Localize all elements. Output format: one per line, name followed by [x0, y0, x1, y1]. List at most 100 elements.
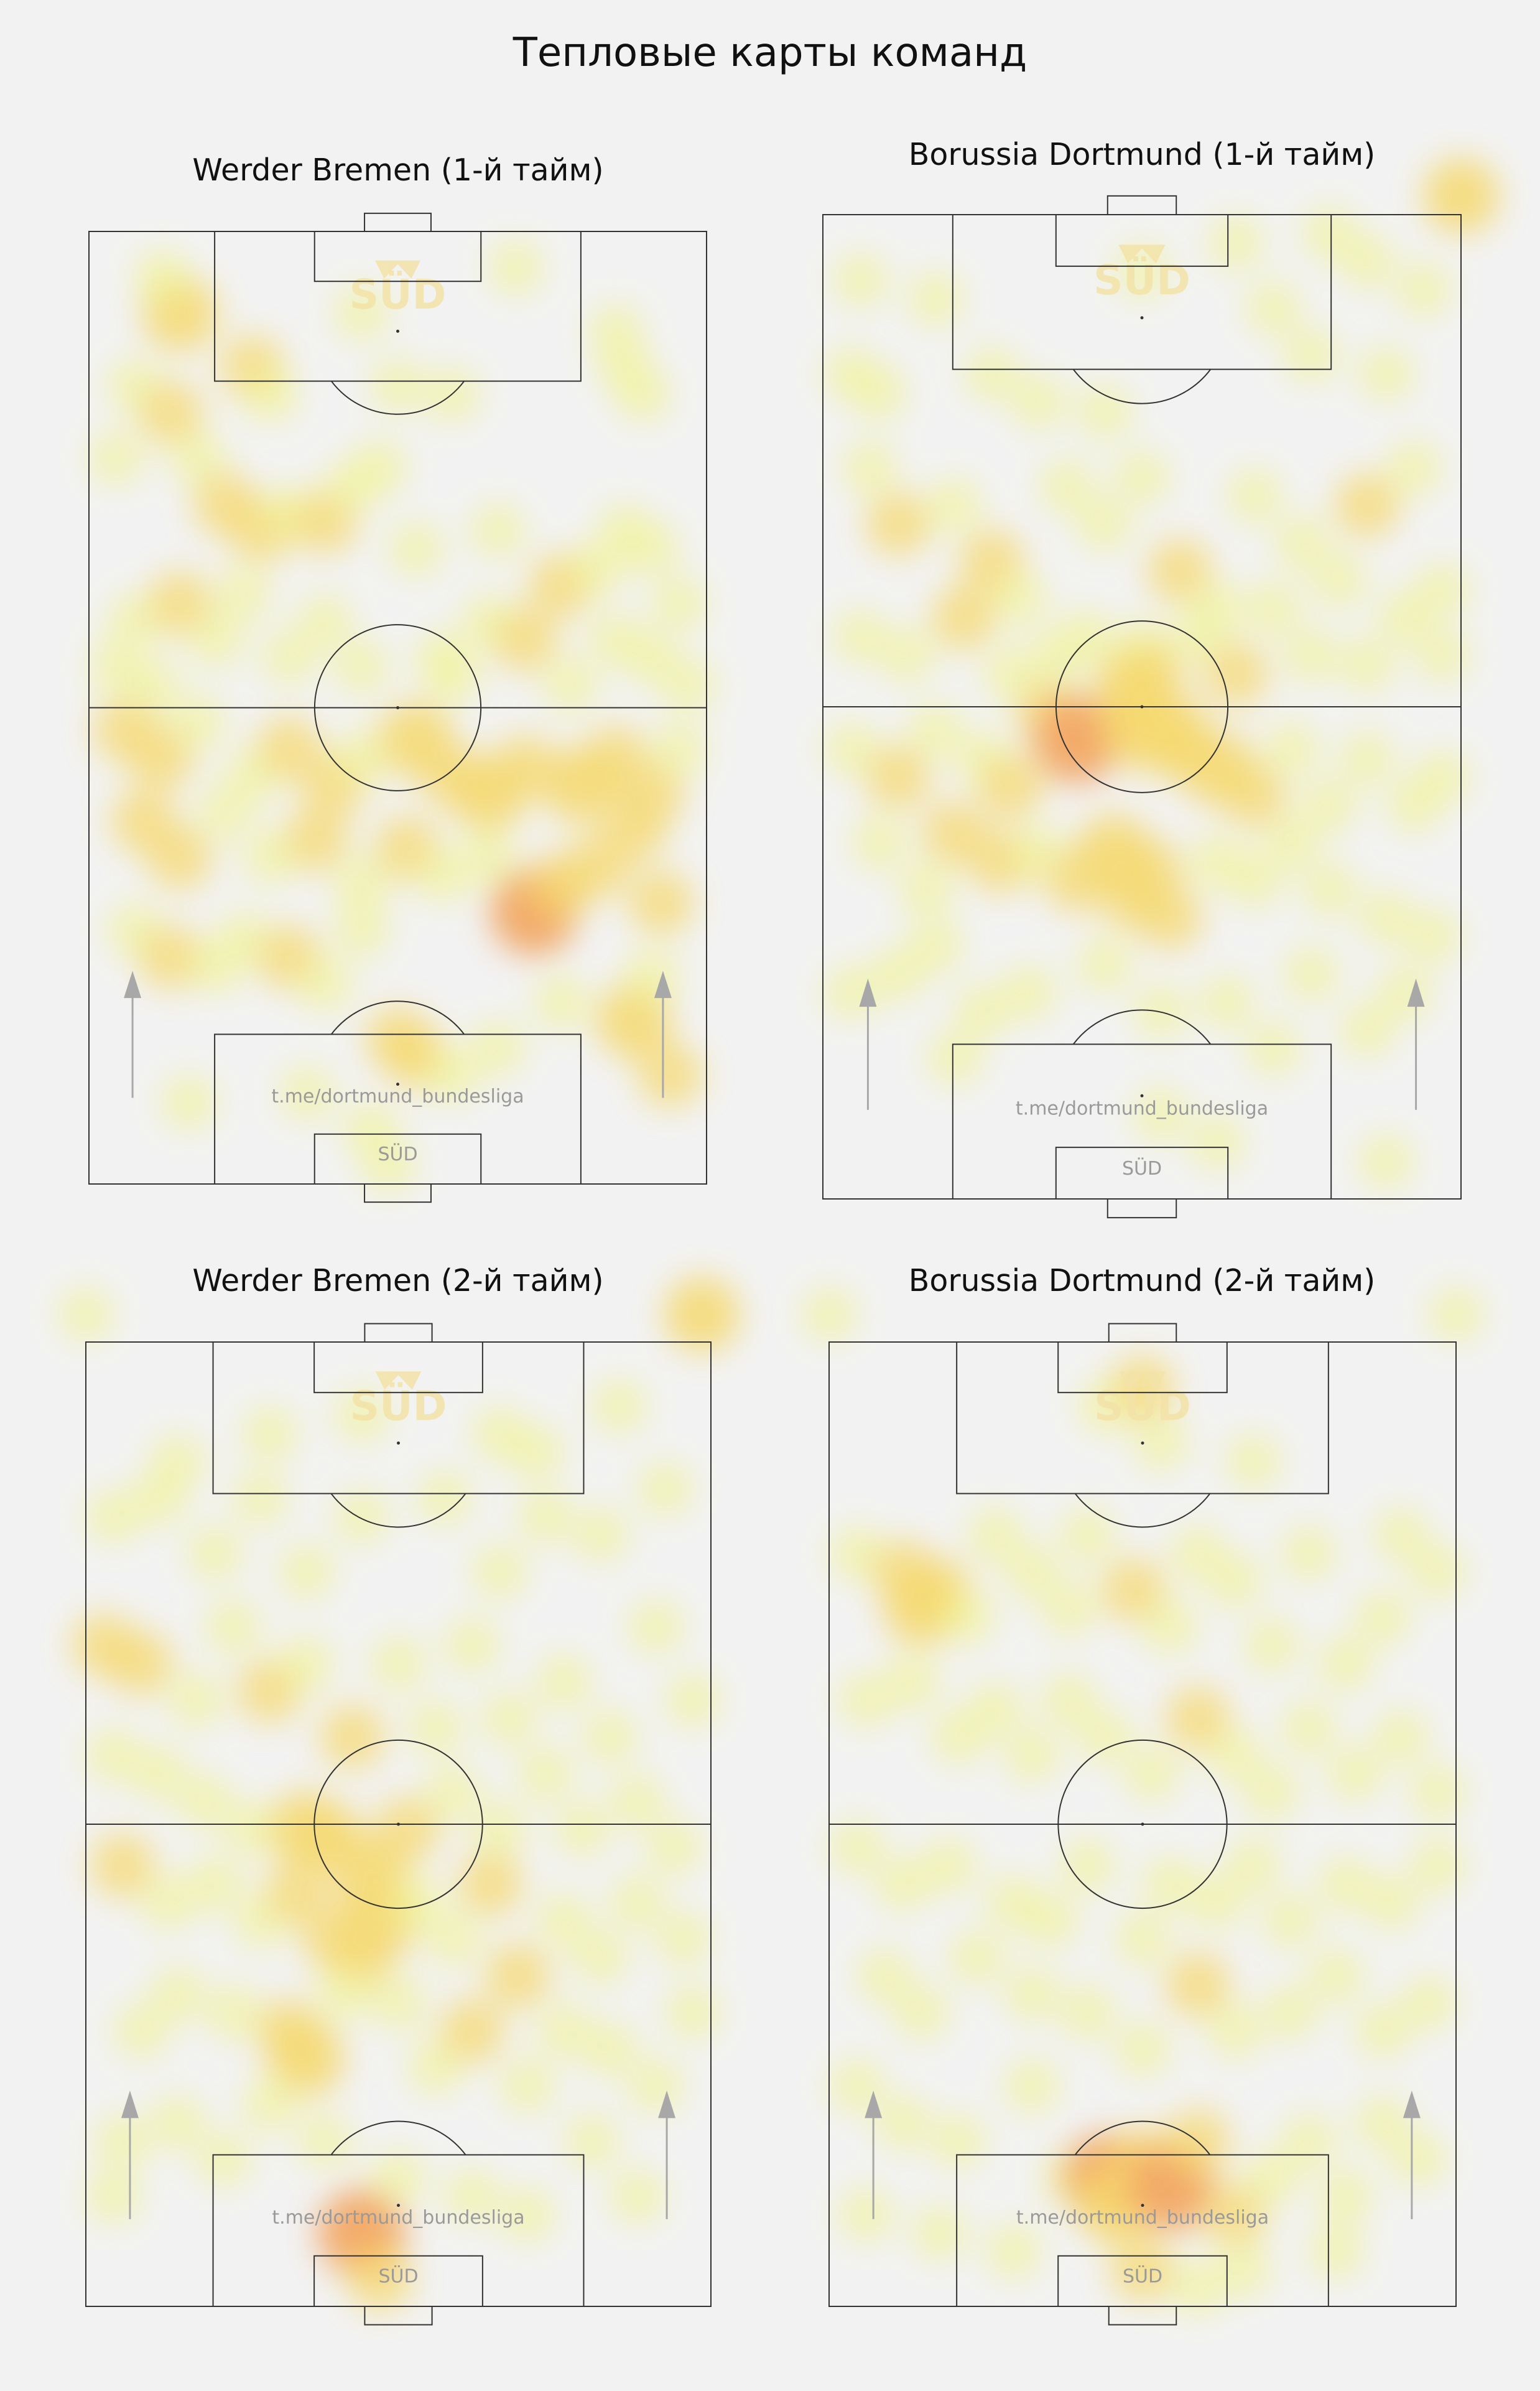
heat-point: [1359, 1134, 1413, 1188]
heat-point: [408, 1701, 462, 1755]
pitch-lines: [828, 1323, 1457, 2326]
heat-point: [1125, 1746, 1179, 1801]
heat-point: [1134, 1088, 1188, 1142]
heat-point: [1281, 1526, 1335, 1580]
heat-point: [243, 1407, 297, 1461]
heat-point: [1042, 1673, 1096, 1727]
direction-arrow-icon: [1407, 978, 1425, 1110]
heat-point: [1387, 440, 1441, 495]
crown-icon: [374, 260, 421, 279]
heat-point: [416, 849, 470, 903]
heat-point: [1411, 1839, 1465, 1893]
heat-point: [583, 1710, 637, 1764]
end-label: SÜD: [378, 1143, 417, 1165]
heat-point: [408, 2041, 462, 2095]
heat-point: [625, 522, 679, 576]
heat-point: [583, 2022, 637, 2076]
heat-point: [132, 1746, 187, 1801]
heat-point: [129, 725, 194, 790]
heat-point: [335, 286, 389, 340]
heat-point: [1263, 1985, 1317, 2039]
heat-point: [280, 1066, 334, 1121]
heat-point: [1281, 1701, 1335, 1755]
heat-point: [1077, 938, 1131, 992]
heat-point: [647, 1820, 701, 1874]
heat-point: [1246, 1022, 1301, 1076]
sud-logo: SÜD: [350, 271, 447, 319]
heat-point: [458, 1851, 523, 1916]
heat-point: [1208, 1554, 1262, 1608]
heat-point: [244, 368, 298, 422]
heat-point: [1116, 2022, 1169, 2076]
heat-point: [880, 628, 934, 683]
heat-point: [427, 1765, 481, 1819]
heat-point: [147, 571, 213, 636]
heat-point: [142, 1875, 196, 1929]
heat-point: [489, 241, 543, 295]
heat-point: [485, 1943, 550, 2008]
heat-point: [1023, 1894, 1077, 1947]
heat-point: [256, 716, 322, 781]
heat-layer: [59, 1276, 740, 2311]
heat-point: [573, 1931, 628, 1985]
heat-point: [187, 1857, 241, 1911]
heat-point: [427, 1912, 481, 1966]
heat-point: [298, 958, 352, 1012]
heat-point: [1101, 1557, 1166, 1623]
heat-point: [656, 1912, 710, 1966]
heat-point: [445, 2169, 499, 2223]
heat-point: [471, 504, 525, 558]
heat-point: [96, 2114, 150, 2168]
channel-watermark: t.me/dortmund_bundesliga: [272, 2207, 524, 2229]
heat-point: [1284, 628, 1338, 683]
heat-point: [216, 912, 271, 966]
heat-point: [1143, 1857, 1197, 1911]
heat-point: [1374, 1508, 1428, 1562]
heat-point: [1115, 450, 1169, 504]
heat-point: [1265, 816, 1319, 870]
heat-point: [894, 1985, 949, 2039]
end-label: SÜD: [1122, 1157, 1162, 1180]
heat-point: [316, 1967, 370, 2021]
heat-point: [481, 1692, 536, 1746]
heat-point: [1134, 1416, 1188, 1470]
heat-point: [347, 2246, 412, 2311]
heat-point: [1060, 1985, 1115, 2039]
heat-point: [243, 2077, 297, 2132]
heat-point: [664, 1276, 740, 1353]
heat-point: [1263, 1894, 1317, 1947]
direction-arrow-icon: [1403, 2090, 1421, 2219]
heat-point: [965, 347, 1019, 401]
heat-point: [492, 607, 557, 673]
heat-point: [1202, 2182, 1268, 2247]
panel-title: Werder Bremen (2-й тайм): [192, 1263, 604, 1298]
heat-point: [59, 1287, 113, 1341]
heat-point: [1032, 696, 1120, 783]
heat-point: [1284, 329, 1338, 382]
heat-point: [876, 1857, 930, 1911]
heat-point: [865, 492, 930, 557]
heat-point: [320, 1704, 385, 1769]
crown-icon: [375, 1371, 422, 1390]
heat-point: [1396, 263, 1450, 317]
heat-point: [169, 1673, 223, 1727]
heat-point: [1147, 538, 1212, 604]
heat-point: [839, 1673, 893, 1727]
heat-point: [1340, 1003, 1394, 1057]
heat-point: [1143, 1600, 1197, 1654]
heat-point: [1246, 281, 1301, 335]
heat-point: [885, 1655, 939, 1709]
heat-point: [206, 1985, 260, 2039]
heat-point: [187, 1526, 241, 1580]
heat-point: [89, 431, 143, 485]
heat-point: [1415, 750, 1469, 804]
heat-point: [1002, 966, 1056, 1020]
heat-point: [1265, 722, 1319, 776]
heat-point: [108, 1631, 174, 1696]
heat-point: [871, 947, 925, 1001]
heat-point: [824, 722, 878, 776]
heat-point: [1319, 1636, 1373, 1690]
heat-point: [279, 1636, 333, 1690]
heat-point: [852, 366, 906, 420]
heat-point: [592, 1379, 646, 1433]
